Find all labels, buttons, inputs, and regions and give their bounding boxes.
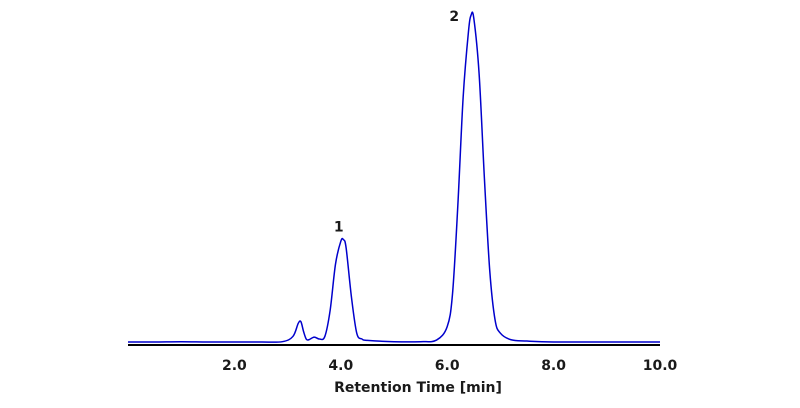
x-tick-label: 8.0 bbox=[541, 358, 566, 374]
x-tick-label: 6.0 bbox=[435, 358, 460, 374]
x-tick-label: 4.0 bbox=[328, 358, 353, 374]
peak-label: 1 bbox=[334, 220, 344, 236]
peak-labels: 12 bbox=[334, 9, 459, 236]
x-tick-label: 2.0 bbox=[222, 358, 247, 374]
x-tick-labels: 2.0 4.0 6.0 8.0 10.0 bbox=[222, 358, 678, 374]
chromatogram-trace bbox=[127, 11, 660, 343]
x-tick-label: 10.0 bbox=[643, 358, 678, 374]
peak-label: 2 bbox=[449, 9, 459, 25]
x-axis-title: Retention Time [min] bbox=[334, 380, 502, 396]
